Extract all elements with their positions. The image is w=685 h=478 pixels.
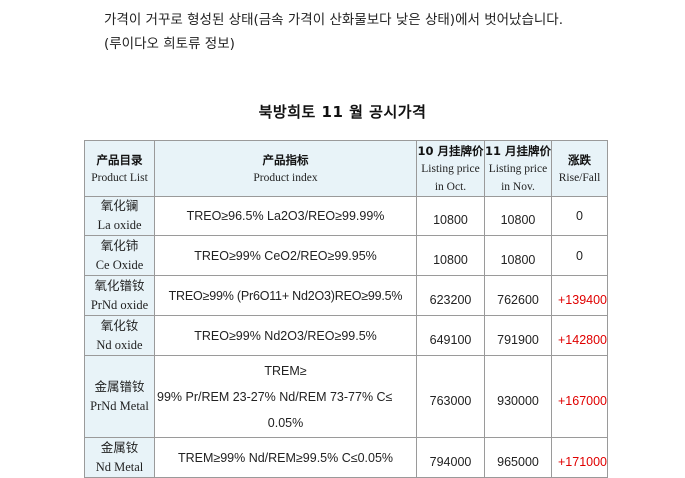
oct-price-cell: 649100 <box>416 315 485 356</box>
nov-price-cell: 10800 <box>484 235 552 276</box>
table-row: 氧化铈 Ce Oxide TREO≥99% CeO2/REO≥99.95% 10… <box>84 235 608 276</box>
table-row: 氧化镧 La oxide TREO≥96.5% La2O3/REO≥99.99%… <box>84 196 608 236</box>
table-row: 氧化钕 Nd oxide TREO≥99% Nd2O3/REO≥99.5% 64… <box>84 315 608 356</box>
header-rise-fall: 涨跌 Rise/Fall <box>551 140 608 197</box>
change-cell: 0 <box>551 235 608 276</box>
oct-price-cell: 763000 <box>416 355 485 438</box>
product-name-cell: 氧化钕 Nd oxide <box>84 315 155 356</box>
oct-price-cell: 10800 <box>416 196 485 236</box>
product-name-cell: 金属镨钕 PrNd Metal <box>84 355 155 438</box>
change-cell: +167000 <box>551 355 608 438</box>
nov-price-cell: 791900 <box>484 315 552 356</box>
oct-price-cell: 623200 <box>416 275 485 316</box>
header-row: 产品目录 Product List 产品指标 Product index 10 … <box>84 140 608 197</box>
header-oct-price: 10 月挂牌价 Listing price in Oct. <box>416 140 485 197</box>
change-cell: 0 <box>551 196 608 236</box>
header-nov-price: 11 月挂牌价 Listing price in Nov. <box>484 140 552 197</box>
oct-price-cell: 10800 <box>416 235 485 276</box>
nov-price-cell: 930000 <box>484 355 552 438</box>
product-index-cell: TREO≥99% CeO2/REO≥99.95% <box>154 235 417 276</box>
product-name-cell: 氧化铈 Ce Oxide <box>84 235 155 276</box>
table-row: 金属钕 Nd Metal TREM≥99% Nd/REM≥99.5% C≤0.0… <box>84 437 608 478</box>
product-index-cell: TREM≥ 99% Pr/REM 23-27% Nd/REM 73-77% C≤… <box>154 355 417 438</box>
intro-line-1: 가격이 거꾸로 형성된 상태(금속 가격이 산화물보다 낮은 상태)에서 벗어났… <box>104 12 564 28</box>
product-name-cell: 氧化镧 La oxide <box>84 196 155 236</box>
table-title: 북방희토 11 월 공시가격 <box>258 103 427 121</box>
product-index-cell: TREM≥99% Nd/REM≥99.5% C≤0.05% <box>154 437 417 478</box>
product-index-cell: TREO≥96.5% La2O3/REO≥99.99% <box>154 196 417 236</box>
header-product-list: 产品目录 Product List <box>84 140 155 197</box>
intro-line-2: (루이다오 희토류 정보) <box>104 36 235 52</box>
table-row: 金属镨钕 PrNd Metal TREM≥ 99% Pr/REM 23-27% … <box>84 355 608 438</box>
nov-price-cell: 10800 <box>484 196 552 236</box>
table-row: 氧化镨钕 PrNd oxide TREO≥99% (Pr6O11+ Nd2O3)… <box>84 275 608 316</box>
change-cell: +142800 <box>551 315 608 356</box>
intro-paragraph: 가격이 거꾸로 형성된 상태(금속 가격이 산화물보다 낮은 상태)에서 벗어났… <box>104 8 664 56</box>
nov-price-cell: 965000 <box>484 437 552 478</box>
header-product-index: 产品指标 Product index <box>154 140 417 197</box>
oct-price-cell: 794000 <box>416 437 485 478</box>
product-index-cell: TREO≥99% Nd2O3/REO≥99.5% <box>154 315 417 356</box>
price-table: 产品目录 Product List 产品指标 Product index 10 … <box>84 140 608 478</box>
product-name-cell: 氧化镨钕 PrNd oxide <box>84 275 155 316</box>
product-index-cell: TREO≥99% (Pr6O11+ Nd2O3)REO≥99.5% <box>154 275 417 316</box>
change-cell: +171000 <box>551 437 608 478</box>
change-cell: +139400 <box>551 275 608 316</box>
product-name-cell: 金属钕 Nd Metal <box>84 437 155 478</box>
nov-price-cell: 762600 <box>484 275 552 316</box>
